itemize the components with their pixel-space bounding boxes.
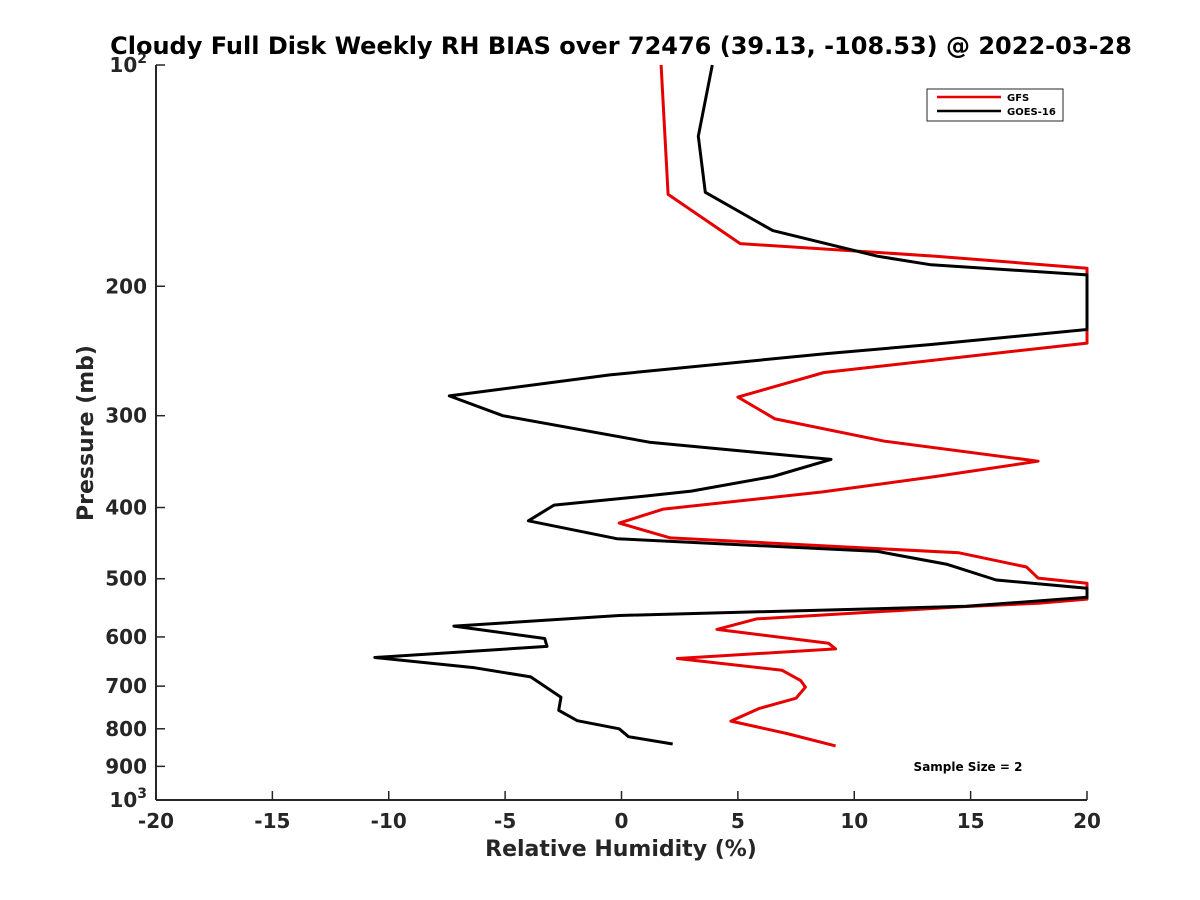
y-tick-label: 102	[109, 51, 147, 77]
y-tick-label: 800	[105, 717, 147, 741]
x-tick-label: -20	[138, 809, 174, 833]
y-tick-label: 400	[105, 496, 147, 520]
plot-lines	[373, 64, 1089, 748]
x-tick-label: 15	[957, 809, 985, 833]
y-tick-label: 700	[105, 674, 147, 698]
y-tick-label: 900	[105, 754, 147, 778]
y-tick-label: 103	[109, 786, 147, 812]
legend: GFS GOES-16	[926, 88, 1064, 122]
y-tick-label: 500	[105, 567, 147, 591]
x-tick-label: 10	[840, 809, 868, 833]
x-tick-label: 20	[1073, 809, 1101, 833]
y-tick-label: 200	[105, 274, 147, 298]
x-tick-label: 5	[731, 809, 745, 833]
y-tick-label: 600	[105, 625, 147, 649]
series-line-goes-16	[373, 64, 1089, 746]
x-tick-label: 0	[615, 809, 629, 833]
series-line-gfs	[617, 64, 1089, 748]
x-tick-label: -10	[371, 809, 407, 833]
legend-label-goes16: GOES-16	[1007, 107, 1056, 118]
x-ticks: -20 -15 -10 -5 0 5 10 15 20	[138, 791, 1101, 833]
y-tick-label: 300	[105, 404, 147, 428]
y-axis-label: Pressure (mb)	[74, 345, 99, 521]
x-tick-label: -15	[254, 809, 290, 833]
y-ticks: 102 200 300 400 500 600 700 800 900 103	[105, 51, 165, 812]
chart-title: Cloudy Full Disk Weekly RH BIAS over 724…	[110, 32, 1132, 60]
sample-size-annotation: Sample Size = 2	[914, 760, 1023, 774]
x-axis-label: Relative Humidity (%)	[485, 837, 757, 862]
x-tick-label: -5	[494, 809, 516, 833]
legend-box	[926, 88, 1064, 122]
legend-label-gfs: GFS	[1007, 93, 1029, 104]
